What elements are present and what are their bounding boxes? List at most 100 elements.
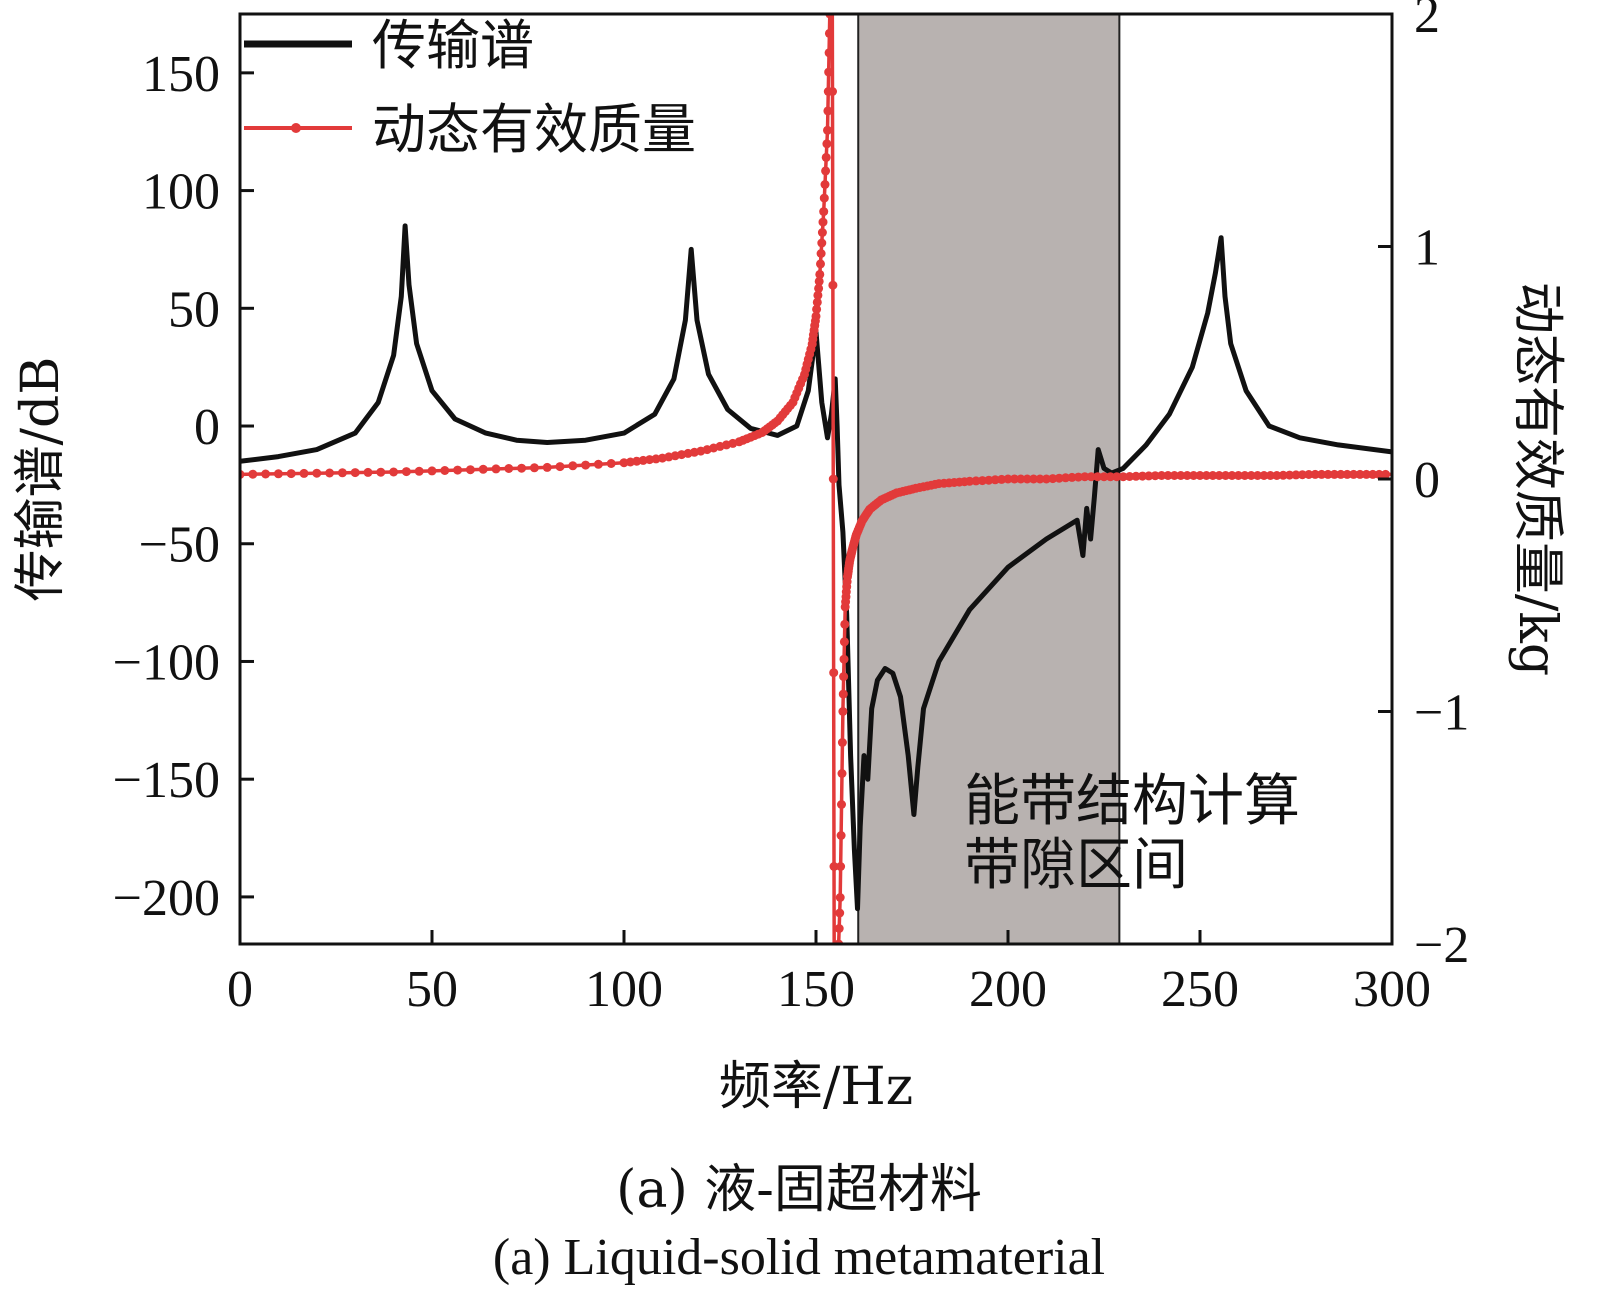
effective-mass-marker	[606, 459, 616, 468]
effective-mass-marker	[1368, 469, 1378, 479]
effective-mass-marker	[828, 87, 837, 96]
effective-mass-marker	[840, 619, 850, 629]
effective-mass-marker	[1291, 470, 1301, 480]
effective-mass-marker	[1233, 471, 1243, 480]
effective-mass-marker	[1041, 474, 1051, 484]
effective-mass-marker	[1240, 471, 1250, 480]
x-tick-label: 150	[777, 961, 855, 1018]
effective-mass-marker	[1246, 471, 1256, 480]
effective-mass-marker	[401, 467, 411, 477]
effective-mass-marker	[568, 461, 578, 471]
legend-marker-effective-mass	[291, 123, 301, 133]
effective-mass-marker	[1310, 469, 1320, 479]
effective-mass-marker	[1169, 471, 1179, 480]
effective-mass-marker	[1003, 474, 1013, 484]
effective-mass-marker	[984, 475, 994, 485]
effective-mass-marker	[1374, 469, 1384, 479]
effective-mass-marker	[828, 280, 838, 290]
effective-mass-marker	[837, 769, 847, 778]
tick-layer: 0 50 100 150 200 250 300 150 100 50 0 −50 −100 −150 −2…	[113, 0, 1470, 1018]
effective-mass-marker	[816, 259, 825, 269]
effective-mass-marker	[337, 468, 347, 478]
effective-mass-marker	[517, 463, 527, 473]
effective-mass-marker	[273, 469, 283, 479]
effective-mass-marker	[1131, 471, 1141, 481]
effective-mass-marker	[1118, 472, 1128, 482]
y-tick-label-right: 0	[1414, 452, 1440, 509]
effective-mass-marker	[1144, 471, 1154, 481]
effective-mass-marker	[261, 469, 271, 479]
effective-mass-marker	[1022, 474, 1032, 484]
effective-mass-marker	[389, 467, 399, 477]
effective-mass-marker	[1105, 472, 1115, 482]
effective-mass-marker	[465, 465, 475, 475]
effective-mass-marker	[819, 207, 829, 217]
effective-mass-marker	[542, 462, 552, 472]
effective-mass-marker	[839, 654, 849, 664]
effective-mass-marker	[835, 908, 845, 918]
effective-mass-marker	[299, 468, 309, 478]
effective-mass-marker	[1259, 471, 1269, 480]
band-gap-label-line1: 能带结构计算	[964, 769, 1300, 834]
y-tick-label-left: −150	[113, 752, 220, 809]
effective-mass-marker	[1086, 472, 1096, 482]
effective-mass-marker	[1048, 474, 1058, 484]
effective-mass-marker	[1054, 473, 1064, 483]
effective-mass-marker	[836, 862, 846, 871]
effective-mass-marker	[1214, 471, 1224, 480]
effective-mass-marker	[965, 476, 975, 486]
effective-mass-marker	[529, 463, 539, 473]
effective-mass-marker	[1272, 471, 1282, 480]
effective-mass-marker	[1035, 474, 1045, 484]
effective-mass-marker	[1227, 471, 1237, 480]
effective-mass-marker	[1163, 471, 1173, 480]
y-tick-label-right: 1	[1414, 220, 1440, 277]
effective-mass-marker	[824, 28, 834, 38]
effective-mass-marker	[1029, 474, 1039, 484]
effective-mass-marker	[1336, 469, 1346, 479]
effective-mass-marker	[838, 689, 848, 699]
effective-mass-marker	[350, 468, 360, 478]
effective-mass-marker	[1093, 472, 1103, 482]
effective-mass-marker	[824, 48, 834, 58]
effective-mass-marker	[823, 106, 833, 116]
effective-mass-marker	[1067, 472, 1077, 482]
effective-mass-marker	[1112, 472, 1122, 482]
effective-mass-marker	[835, 893, 845, 902]
effective-mass-marker	[1323, 469, 1333, 479]
y-axis-title-left: 传输谱/dB	[11, 356, 71, 601]
x-tick-label: 250	[1161, 961, 1239, 1018]
x-axis-title: 频率/Hz	[719, 1057, 913, 1117]
effective-mass-marker	[593, 459, 603, 469]
effective-mass-marker	[814, 276, 824, 286]
effective-mass-marker	[823, 125, 832, 135]
effective-mass-marker	[1080, 472, 1090, 482]
effective-mass-marker	[1176, 471, 1186, 480]
effective-mass-marker	[838, 707, 848, 716]
effective-mass-marker	[822, 139, 832, 149]
effective-mass-marker	[1061, 473, 1071, 483]
effective-mass-marker	[1342, 469, 1352, 479]
effective-mass-marker	[1349, 469, 1359, 479]
effective-mass-marker	[1157, 471, 1167, 480]
x-tick-label: 50	[406, 961, 458, 1018]
y-tick-label-left: 150	[142, 46, 220, 103]
effective-mass-marker	[814, 283, 824, 293]
effective-mass-marker	[1125, 472, 1135, 481]
effective-mass-marker	[1009, 474, 1019, 484]
effective-mass-marker	[414, 466, 424, 476]
effective-mass-marker	[1182, 471, 1192, 480]
x-tick-label: 300	[1353, 961, 1431, 1018]
y-tick-label-right: −1	[1414, 685, 1469, 742]
x-tick-label: 100	[585, 961, 663, 1018]
legend-label-transmission: 传输谱	[372, 14, 534, 77]
effective-mass-marker	[997, 474, 1007, 484]
effective-mass-marker	[1317, 469, 1327, 479]
effective-mass-marker	[1253, 471, 1263, 480]
effective-mass-marker	[1355, 469, 1365, 479]
effective-mass-marker	[818, 217, 828, 227]
band-gap-label-line2: 带隙区间	[964, 833, 1188, 898]
effective-mass-marker	[1201, 471, 1211, 480]
y-axis-title-right: 动态有效质量/kg	[1507, 282, 1567, 676]
effective-mass-marker	[1361, 469, 1371, 479]
